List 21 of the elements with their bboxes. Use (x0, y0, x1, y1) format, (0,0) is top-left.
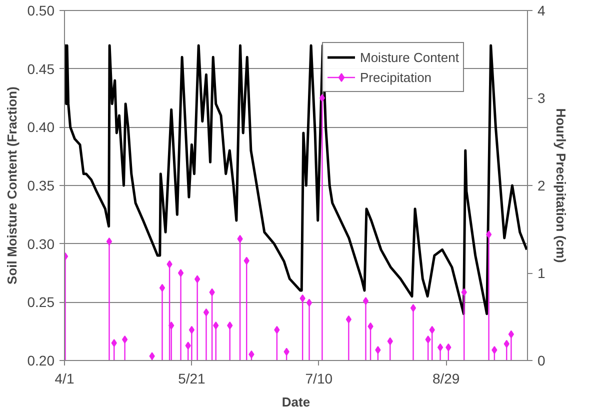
x-tick-label: 8/29 (432, 370, 460, 386)
y-tick-label: 0.40 (27, 119, 55, 136)
y-axis-title: Soil Moisture Content (Fraction) (4, 86, 20, 284)
y-tick-label: 0.45 (27, 60, 55, 77)
y2-tick-label: 0 (538, 352, 546, 368)
x-tick-label: 5/21 (178, 370, 206, 386)
y2-tick-label: 3 (538, 90, 546, 106)
x-tick-label: 4/1 (54, 370, 74, 386)
y-tick-label: 0.25 (27, 294, 55, 310)
y2-axis-title: Hourly Precipitation (cm) (553, 108, 568, 263)
legend-label: Moisture Content (360, 50, 459, 64)
y2-tick-label: 4 (538, 2, 546, 18)
legend-label: Precipitation (360, 70, 432, 84)
y-tick-label: 0.35 (27, 178, 55, 194)
x-tick-label: 7/10 (305, 370, 333, 386)
y-tick-label: 0.30 (27, 236, 55, 252)
y2-tick-label: 1 (538, 265, 546, 281)
y-tick-label: 0.50 (27, 2, 55, 18)
y-tick-label: 0.20 (27, 352, 55, 368)
x-axis-title: Date (282, 394, 310, 410)
y2-tick-label: 2 (538, 178, 546, 194)
